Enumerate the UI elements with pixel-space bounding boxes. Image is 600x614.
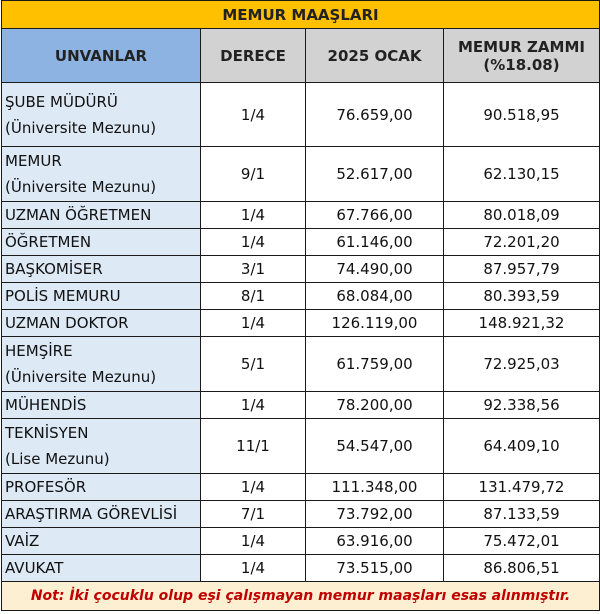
title-education: (Üniversite Mezunu) [5,118,157,137]
cell-2025-ocak: 76.659,00 [305,82,444,147]
title-education: (Üniversite Mezunu) [5,178,157,196]
cell-memur-zammi: 87.957,79 [443,255,600,283]
cell-2025-ocak: 111.348,00 [305,473,444,501]
cell-derece: 3/1 [200,255,306,283]
cell-memur-zammi: 64.409,10 [443,418,600,474]
table-row: VAİZ 1/4 63.916,00 75.472,01 [1,527,600,555]
cell-2025-ocak: 61.146,00 [305,228,444,256]
title-name: AVUKAT [5,559,64,577]
cell-2025-ocak: 54.547,00 [305,418,444,474]
cell-unvan: ARAŞTIRMA GÖREVLİSİ [1,500,201,528]
table-row: HEMŞİRE (Üniversite Mezunu) 5/1 61.759,00… [1,336,600,392]
cell-derece: 9/1 [200,146,306,202]
cell-2025-ocak: 61.759,00 [305,336,444,392]
cell-unvan: UZMAN DOKTOR [1,309,201,337]
cell-2025-ocak: 73.792,00 [305,500,444,528]
table-row: POLİS MEMURU 8/1 68.084,00 80.393,59 [1,282,600,310]
cell-unvan: PROFESÖR [1,473,201,501]
cell-unvan: AVUKAT [1,554,201,582]
table-row: AVUKAT 1/4 73.515,00 86.806,51 [1,554,600,582]
cell-unvan: ÖĞRETMEN [1,228,201,256]
header-memur-zammi: MEMUR ZAMMI (%18.08) [443,28,600,83]
cell-2025-ocak: 68.084,00 [305,282,444,310]
title-name: MÜHENDİS [5,396,87,414]
title-name: ÖĞRETMEN [5,233,92,251]
cell-memur-zammi: 92.338,56 [443,391,600,419]
cell-memur-zammi: 131.479,72 [443,473,600,501]
cell-derece: 1/4 [200,473,306,501]
cell-derece: 1/4 [200,527,306,555]
cell-unvan: POLİS MEMURU [1,282,201,310]
title-name: POLİS MEMURU [5,287,121,305]
cell-memur-zammi: 62.130,15 [443,146,600,202]
cell-memur-zammi: 75.472,01 [443,527,600,555]
cell-unvan: ŞUBE MÜDÜRÜ (Üniversite Mezunu) [1,82,201,147]
table-row: MÜHENDİS 1/4 78.200,00 92.338,56 [1,391,600,419]
title-name: UZMAN ÖĞRETMEN [5,206,152,224]
table-row: TEKNİSYEN (Lise Mezunu) 11/1 54.547,00 64… [1,418,600,474]
header-line-2: (%18.08) [483,55,560,74]
cell-derece: 1/4 [200,309,306,337]
cell-2025-ocak: 73.515,00 [305,554,444,582]
cell-2025-ocak: 52.617,00 [305,146,444,202]
cell-unvan: MÜHENDİS [1,391,201,419]
cell-unvan: VAİZ [1,527,201,555]
table-row: MEMUR (Üniversite Mezunu) 9/1 52.617,00 6… [1,146,600,202]
title-name: VAİZ [5,532,40,550]
cell-memur-zammi: 80.393,59 [443,282,600,310]
cell-unvan: HEMŞİRE (Üniversite Mezunu) [1,336,201,392]
cell-memur-zammi: 80.018,09 [443,201,600,229]
table-row: ÖĞRETMEN 1/4 61.146,00 72.201,20 [1,228,600,256]
cell-derece: 1/4 [200,228,306,256]
table-row: BAŞKOMİSER 3/1 74.490,00 87.957,79 [1,255,600,283]
cell-unvan: MEMUR (Üniversite Mezunu) [1,146,201,202]
title-name: TEKNİSYEN [5,424,89,442]
cell-memur-zammi: 148.921,32 [443,309,600,337]
cell-derece: 11/1 [200,418,306,474]
cell-derece: 5/1 [200,336,306,392]
cell-derece: 1/4 [200,82,306,147]
title-education: (Lise Mezunu) [5,450,110,468]
header-unvanlar: UNVANLAR [1,28,201,83]
cell-2025-ocak: 78.200,00 [305,391,444,419]
cell-derece: 1/4 [200,554,306,582]
cell-derece: 1/4 [200,201,306,229]
cell-2025-ocak: 74.490,00 [305,255,444,283]
cell-2025-ocak: 126.119,00 [305,309,444,337]
cell-unvan: UZMAN ÖĞRETMEN [1,201,201,229]
title-name: MEMUR [5,152,62,170]
cell-unvan: BAŞKOMİSER [1,255,201,283]
cell-memur-zammi: 86.806,51 [443,554,600,582]
header-derece: DERECE [200,28,306,83]
table-row: ŞUBE MÜDÜRÜ (Üniversite Mezunu) 1/4 76.65… [1,82,600,147]
cell-memur-zammi: 72.201,20 [443,228,600,256]
title-name: ARAŞTIRMA GÖREVLİSİ [5,505,178,523]
cell-unvan: TEKNİSYEN (Lise Mezunu) [1,418,201,474]
title-name: ŞUBE MÜDÜRÜ [5,92,118,111]
cell-2025-ocak: 63.916,00 [305,527,444,555]
title-name: BAŞKOMİSER [5,260,103,278]
title-education: (Üniversite Mezunu) [5,368,157,386]
table-row: PROFESÖR 1/4 111.348,00 131.479,72 [1,473,600,501]
header-2025-ocak: 2025 OCAK [305,28,444,83]
cell-derece: 1/4 [200,391,306,419]
cell-2025-ocak: 67.766,00 [305,201,444,229]
table-row: UZMAN ÖĞRETMEN 1/4 67.766,00 80.018,09 [1,201,600,229]
header-line-1: MEMUR ZAMMI [458,37,585,56]
table-title: MEMUR MAAŞLARI [1,0,600,29]
cell-memur-zammi: 90.518,95 [443,82,600,147]
footnote: Not: İki çocuklu olup eşi çalışmayan mem… [1,581,600,611]
title-name: UZMAN DOKTOR [5,314,129,332]
table-row: UZMAN DOKTOR 1/4 126.119,00 148.921,32 [1,309,600,337]
cell-derece: 7/1 [200,500,306,528]
cell-derece: 8/1 [200,282,306,310]
title-name: HEMŞİRE [5,342,73,360]
title-name: PROFESÖR [5,478,87,496]
cell-memur-zammi: 72.925,03 [443,336,600,392]
cell-memur-zammi: 87.133,59 [443,500,600,528]
table-row: ARAŞTIRMA GÖREVLİSİ 7/1 73.792,00 87.133… [1,500,600,528]
